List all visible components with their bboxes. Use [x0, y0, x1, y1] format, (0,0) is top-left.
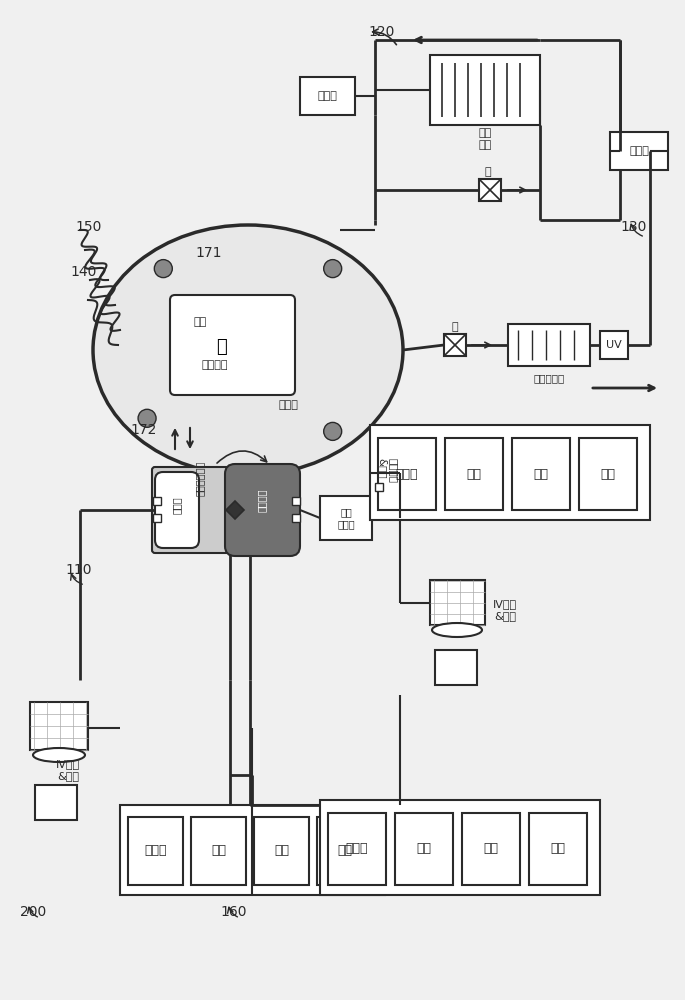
Text: 110: 110	[65, 563, 92, 577]
Text: 脖带: 脖带	[193, 317, 207, 327]
Bar	[128, 817, 183, 885]
Bar	[317, 817, 372, 885]
Text: 压力: 压力	[466, 468, 482, 481]
Bar	[435, 650, 477, 685]
Bar	[610, 132, 668, 170]
Text: 胎児循环设备: 胎児循环设备	[195, 460, 205, 496]
Bar	[120, 805, 385, 895]
Bar	[320, 496, 372, 540]
Bar	[254, 817, 309, 885]
Bar	[153, 497, 161, 505]
Text: 压力: 压力	[211, 844, 226, 857]
Text: IV流体
&药物: IV流体 &药物	[56, 759, 80, 781]
Ellipse shape	[33, 748, 85, 762]
Text: 膏净化系统: 膏净化系统	[534, 373, 564, 383]
Text: 循环设备: 循环设备	[257, 488, 267, 512]
Text: 150: 150	[75, 220, 101, 234]
Bar	[430, 55, 540, 125]
Text: 温度: 温度	[601, 468, 616, 481]
Bar	[445, 438, 503, 510]
Bar	[153, 514, 161, 522]
Text: 泵: 泵	[451, 322, 458, 332]
Text: 胎盘层: 胎盘层	[172, 496, 182, 514]
FancyBboxPatch shape	[170, 295, 295, 395]
Text: 👶: 👶	[216, 338, 227, 356]
Text: 温度: 温度	[551, 842, 566, 856]
Text: 流量: 流量	[534, 468, 549, 481]
Ellipse shape	[432, 623, 482, 637]
FancyBboxPatch shape	[225, 464, 300, 556]
Bar	[370, 425, 650, 520]
Circle shape	[154, 260, 173, 278]
Bar	[430, 580, 485, 625]
Bar	[292, 514, 300, 522]
Text: 120: 120	[368, 25, 395, 39]
Bar	[529, 813, 587, 885]
Bar	[300, 77, 355, 115]
Bar	[35, 785, 77, 820]
Text: 传感器: 传感器	[629, 146, 649, 156]
Bar	[320, 800, 600, 895]
Text: 温度: 温度	[337, 844, 352, 857]
Bar	[444, 334, 466, 356]
Text: 171: 171	[195, 246, 221, 260]
Text: 流量: 流量	[484, 842, 499, 856]
Ellipse shape	[93, 225, 403, 475]
Circle shape	[324, 422, 342, 440]
Bar	[328, 813, 386, 885]
Text: 压力: 压力	[416, 842, 432, 856]
Circle shape	[324, 260, 342, 278]
Text: 160: 160	[220, 905, 247, 919]
Polygon shape	[226, 501, 244, 519]
Bar	[378, 438, 436, 510]
Circle shape	[138, 409, 156, 427]
Text: 无菌水: 无菌水	[278, 400, 298, 410]
Text: 172: 172	[130, 423, 156, 437]
Text: 泵: 泵	[485, 167, 491, 177]
Bar	[479, 179, 501, 201]
Bar	[395, 813, 453, 885]
Text: UV: UV	[606, 340, 622, 350]
FancyBboxPatch shape	[152, 467, 298, 553]
Text: 监视器: 监视器	[396, 468, 419, 481]
Text: 监视器: 监视器	[145, 844, 166, 857]
Bar	[375, 483, 383, 491]
Text: IV流体
&药物: IV流体 &药物	[493, 599, 517, 621]
Bar	[462, 813, 520, 885]
Bar	[191, 817, 246, 885]
Text: 加热
元件: 加热 元件	[478, 128, 492, 150]
Bar	[508, 324, 590, 366]
Text: 130: 130	[620, 220, 647, 234]
Text: 传感器: 传感器	[318, 91, 338, 101]
Bar	[292, 497, 300, 505]
Text: 140: 140	[70, 265, 97, 279]
Bar	[30, 702, 88, 750]
Text: 人造羊水: 人造羊水	[202, 360, 228, 370]
Bar	[512, 438, 570, 510]
Text: 样品端口
&脂质: 样品端口 &脂质	[377, 458, 399, 484]
FancyBboxPatch shape	[155, 472, 199, 548]
Text: 流量: 流量	[274, 844, 289, 857]
Text: 200: 200	[20, 905, 47, 919]
Bar	[579, 438, 637, 510]
Text: 气气
计量器: 气气 计量器	[337, 507, 355, 529]
Bar	[600, 331, 628, 359]
Text: 监视器: 监视器	[346, 842, 369, 856]
